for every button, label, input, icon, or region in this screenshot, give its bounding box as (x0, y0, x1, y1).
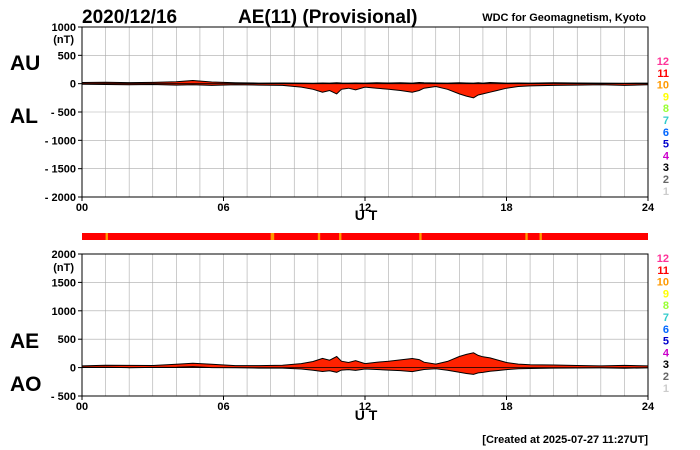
legend-station-count: 7 (663, 115, 669, 127)
coverage-segment (539, 233, 542, 240)
legend-station-count: 2 (663, 371, 669, 383)
x-tick-label: 24 (642, 202, 655, 214)
legend-station-count: 11 (657, 265, 669, 277)
legend-station-count: 8 (663, 300, 669, 312)
x-tick-label: 12 (359, 202, 371, 214)
plot-title: AE(11) (Provisional) (238, 7, 418, 28)
y-tick-label: - 2000 (45, 192, 76, 204)
x-tick-label: 24 (642, 401, 655, 413)
x-tick-label: 00 (76, 401, 88, 413)
x-tick-label: 06 (217, 401, 229, 413)
series-area-al (82, 83, 648, 98)
panel-label-au: AU (10, 52, 40, 75)
legend-station-count: 10 (657, 80, 669, 92)
series-line-au (81, 79, 649, 84)
legend-station-count: 6 (663, 324, 669, 336)
coverage-bar-base (82, 233, 648, 240)
x-axis-label-bottom: U T (355, 407, 378, 423)
legend-station-count: 1 (663, 186, 669, 198)
x-tick-label: 18 (500, 202, 512, 214)
x-tick-label: 18 (500, 401, 512, 413)
legend-station-count: 11 (657, 68, 669, 80)
plot-frame-bottom (81, 253, 649, 397)
y-tick-label: 500 (58, 50, 76, 62)
legend-station-count: 3 (663, 359, 669, 371)
series-area-ae (82, 352, 648, 368)
panel-label-ae: AE (10, 330, 39, 353)
panel-label-ao: AO (10, 373, 42, 396)
coverage-segment (105, 233, 108, 240)
created-timestamp: [Created at 2025-07-27 11:27UT] (482, 434, 648, 446)
legend-station-count: 9 (663, 288, 669, 300)
series-line-al (81, 83, 649, 99)
y-tick-label: 500 (58, 334, 76, 346)
coverage-segment (419, 233, 422, 240)
legend-station-count: 9 (663, 91, 669, 103)
legend-station-count: 3 (663, 162, 669, 174)
y-tick-label: 0 (70, 79, 76, 91)
legend-station-count: 7 (663, 312, 669, 324)
station-coverage-bar (82, 233, 648, 240)
x-tick-label: 12 (359, 401, 371, 413)
legend-station-count: 2 (663, 174, 669, 186)
y-tick-label: 1000 (52, 22, 76, 34)
legend-station-count: 1 (663, 383, 669, 395)
legend-station-count: 4 (663, 347, 670, 359)
y-tick-label: - 500 (51, 107, 76, 119)
legend-station-count: 5 (663, 139, 669, 151)
x-axis-label-top: U T (355, 207, 378, 223)
x-tick-label: 00 (76, 202, 88, 214)
x-tick-label: 06 (217, 202, 229, 214)
coverage-segment (317, 233, 321, 240)
panel-label-al: AL (10, 105, 38, 128)
y-tick-label: - 1000 (45, 135, 76, 147)
au-al-panel: AU AL (nT) U T 1000 500 0 - 500 - 1000 - 1500… (10, 22, 655, 223)
y-tick-label: - 1500 (45, 164, 76, 176)
unit-label-bottom: (nT) (53, 262, 74, 274)
y-tick-label: 1000 (52, 306, 76, 318)
legend-station-count: 12 (657, 56, 669, 68)
plot-date: 2020/12/16 (82, 7, 177, 28)
series-line-ae (81, 352, 649, 367)
coverage-segment (525, 233, 528, 240)
legend-station-count: 6 (663, 127, 669, 139)
legend-station-count: 5 (663, 336, 669, 348)
y-tick-label: 0 (70, 363, 76, 375)
legend-station-count: 4 (663, 150, 670, 162)
legend-station-count: 8 (663, 103, 669, 115)
y-tick-label: 2000 (52, 249, 76, 261)
legend-station-count: 12 (657, 253, 669, 265)
plot-frame-top (81, 26, 649, 198)
unit-label-top: (nT) (53, 34, 74, 46)
series-area-ao (82, 366, 648, 375)
coverage-segment (339, 233, 342, 240)
y-tick-label: 1500 (52, 277, 76, 289)
legend-station-count: 10 (657, 277, 669, 289)
coverage-segment (270, 233, 275, 240)
plot-source: WDC for Geomagnetism, Kyoto (482, 12, 646, 24)
y-tick-label: - 500 (51, 391, 76, 403)
